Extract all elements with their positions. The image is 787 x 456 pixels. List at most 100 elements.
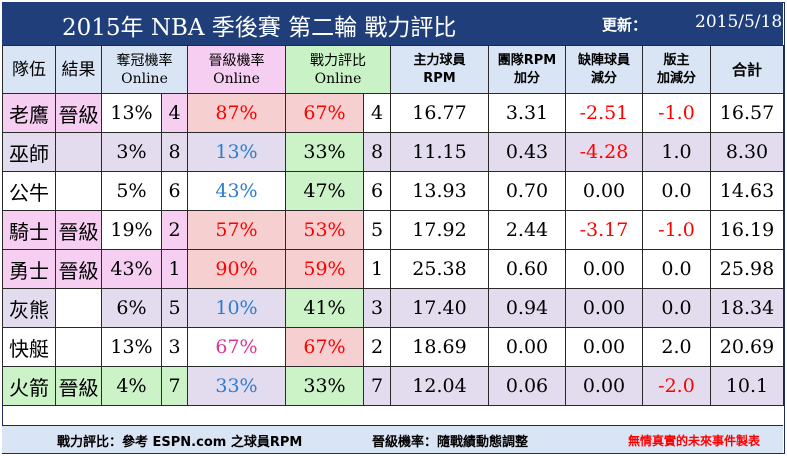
table-row: 騎士 晉級 19% 2 57% 53% 5 17.92 2.44 -3.17 -…	[2, 210, 784, 250]
advance-prob: 43%	[187, 171, 286, 211]
power-rating: 33%	[285, 132, 364, 172]
header-advance-prob-online: Online	[213, 70, 260, 87]
table-row: 火箭 晉級 4% 7 33% 33% 7 12.04 0.06 0.00 -2.…	[2, 366, 784, 406]
team-rpm: 0.70	[488, 171, 566, 211]
table-row: 快艇 13% 3 67% 67% 2 18.69 0.00 0.00 2.0 2…	[2, 327, 784, 367]
header-team-rpm: 團隊RPM 加分	[488, 45, 566, 94]
injury-value: 0.00	[565, 366, 643, 406]
header-owner: 版主 加減分	[642, 45, 711, 94]
main-rpm: 16.77	[390, 93, 489, 133]
advance-prob: 90%	[187, 249, 286, 289]
header-champ-prob-label: 奪冠機率	[116, 52, 173, 69]
owner-value: -1.0	[642, 93, 711, 133]
header-power-rating-label: 戰力評比	[310, 52, 366, 69]
updated-date: 2015/5/18	[695, 12, 783, 32]
champ-prob: 13%	[101, 327, 162, 367]
main-rpm: 25.38	[390, 249, 489, 289]
power-rank: 3	[363, 288, 391, 328]
power-rating: 67%	[285, 93, 364, 133]
owner-value: 0.0	[642, 249, 711, 289]
team-rpm: 0.06	[488, 366, 566, 406]
team-result: 晉級	[55, 366, 102, 406]
owner-value: -1.0	[642, 210, 711, 250]
total-value: 16.19	[710, 210, 784, 250]
team-rpm: 3.31	[488, 93, 566, 133]
team-rpm: 0.43	[488, 132, 566, 172]
main-rpm: 13.93	[390, 171, 489, 211]
team-name: 灰熊	[2, 288, 56, 328]
main-rpm: 18.69	[390, 327, 489, 367]
header-advance-prob-label: 晉級機率	[208, 52, 265, 69]
main-rpm: 17.40	[390, 288, 489, 328]
power-rank: 8	[363, 132, 391, 172]
team-name: 老鷹	[2, 93, 56, 133]
team-result: 晉級	[55, 93, 102, 133]
power-rank: 4	[363, 93, 391, 133]
injury-value: -4.28	[565, 132, 643, 172]
injury-value: -3.17	[565, 210, 643, 250]
header-owner-sub: 加減分	[656, 70, 696, 86]
power-rank: 7	[363, 366, 391, 406]
team-name: 巫師	[2, 132, 56, 172]
champ-prob: 3%	[101, 132, 162, 172]
table-row: 勇士 晉級 43% 1 90% 59% 1 25.38 0.60 0.00 0.…	[2, 249, 784, 289]
power-rating: 47%	[285, 171, 364, 211]
header-champ-prob-online: Online	[121, 70, 168, 87]
main-rpm: 12.04	[390, 366, 489, 406]
header-injury-label: 缺陣球員	[577, 52, 630, 68]
power-rating: 53%	[285, 210, 364, 250]
advance-prob: 33%	[187, 366, 286, 406]
champ-prob: 4%	[101, 366, 162, 406]
team-name: 快艇	[2, 327, 56, 367]
team-name: 勇士	[2, 249, 56, 289]
power-rank: 5	[363, 210, 391, 250]
owner-value: -2.0	[642, 366, 711, 406]
power-rating: 33%	[285, 366, 364, 406]
owner-value: 1.0	[642, 132, 711, 172]
power-rating: 67%	[285, 327, 364, 367]
header-main-rpm: 主力球員 RPM	[390, 45, 489, 94]
main-rpm: 11.15	[390, 132, 489, 172]
power-rating: 59%	[285, 249, 364, 289]
champ-prob: 5%	[101, 171, 162, 211]
team-name: 公牛	[2, 171, 56, 211]
updated-label: 更新：	[602, 16, 648, 34]
header-total: 合計	[710, 45, 784, 94]
owner-value: 2.0	[642, 327, 711, 367]
advance-prob: 13%	[187, 132, 286, 172]
table-row: 老鷹 晉級 13% 4 87% 67% 4 16.77 3.31 -2.51 -…	[2, 93, 784, 133]
team-name: 火箭	[2, 366, 56, 406]
champ-rank: 2	[161, 210, 188, 250]
table-row: 灰熊 6% 5 10% 41% 3 17.40 0.94 0.00 0.0 18…	[2, 288, 784, 328]
team-rpm: 2.44	[488, 210, 566, 250]
header-team-rpm-sub: 加分	[513, 70, 540, 86]
team-rpm: 0.94	[488, 288, 566, 328]
injury-value: -2.51	[565, 93, 643, 133]
header-main-rpm-sub: RPM	[423, 70, 456, 86]
champ-prob: 19%	[101, 210, 162, 250]
owner-value: 0.0	[642, 171, 711, 211]
advance-prob: 87%	[187, 93, 286, 133]
power-ranking-table: 隊伍 結果 奪冠機率 Online 晉級機率 Online 戰力評比 Onlin…	[2, 45, 784, 406]
table-row: 公牛 5% 6 43% 47% 6 13.93 0.70 0.00 0.0 14…	[2, 171, 784, 211]
total-value: 8.30	[710, 132, 784, 172]
table-row: 巫師 3% 8 13% 33% 8 11.15 0.43 -4.28 1.0 8…	[2, 132, 784, 172]
injury-value: 0.00	[565, 288, 643, 328]
header-power-rating: 戰力評比 Online	[285, 45, 391, 94]
power-rank: 1	[363, 249, 391, 289]
page-title: 2015年 NBA 季後賽 第二輪 戰力評比	[62, 15, 457, 41]
advance-prob: 57%	[187, 210, 286, 250]
header-owner-label: 版主	[663, 52, 690, 68]
champ-rank: 3	[161, 327, 188, 367]
power-rating: 41%	[285, 288, 364, 328]
header-power-rating-online: Online	[314, 70, 362, 87]
header-injury-sub: 減分	[590, 70, 617, 86]
total-value: 10.1	[710, 366, 784, 406]
header-result: 結果	[55, 45, 102, 94]
header-injury: 缺陣球員 減分	[565, 45, 643, 94]
team-rpm: 0.00	[488, 327, 566, 367]
champ-rank: 4	[161, 93, 188, 133]
total-value: 18.34	[710, 288, 784, 328]
champ-rank: 5	[161, 288, 188, 328]
header-team-rpm-label: 團隊RPM	[497, 52, 557, 68]
